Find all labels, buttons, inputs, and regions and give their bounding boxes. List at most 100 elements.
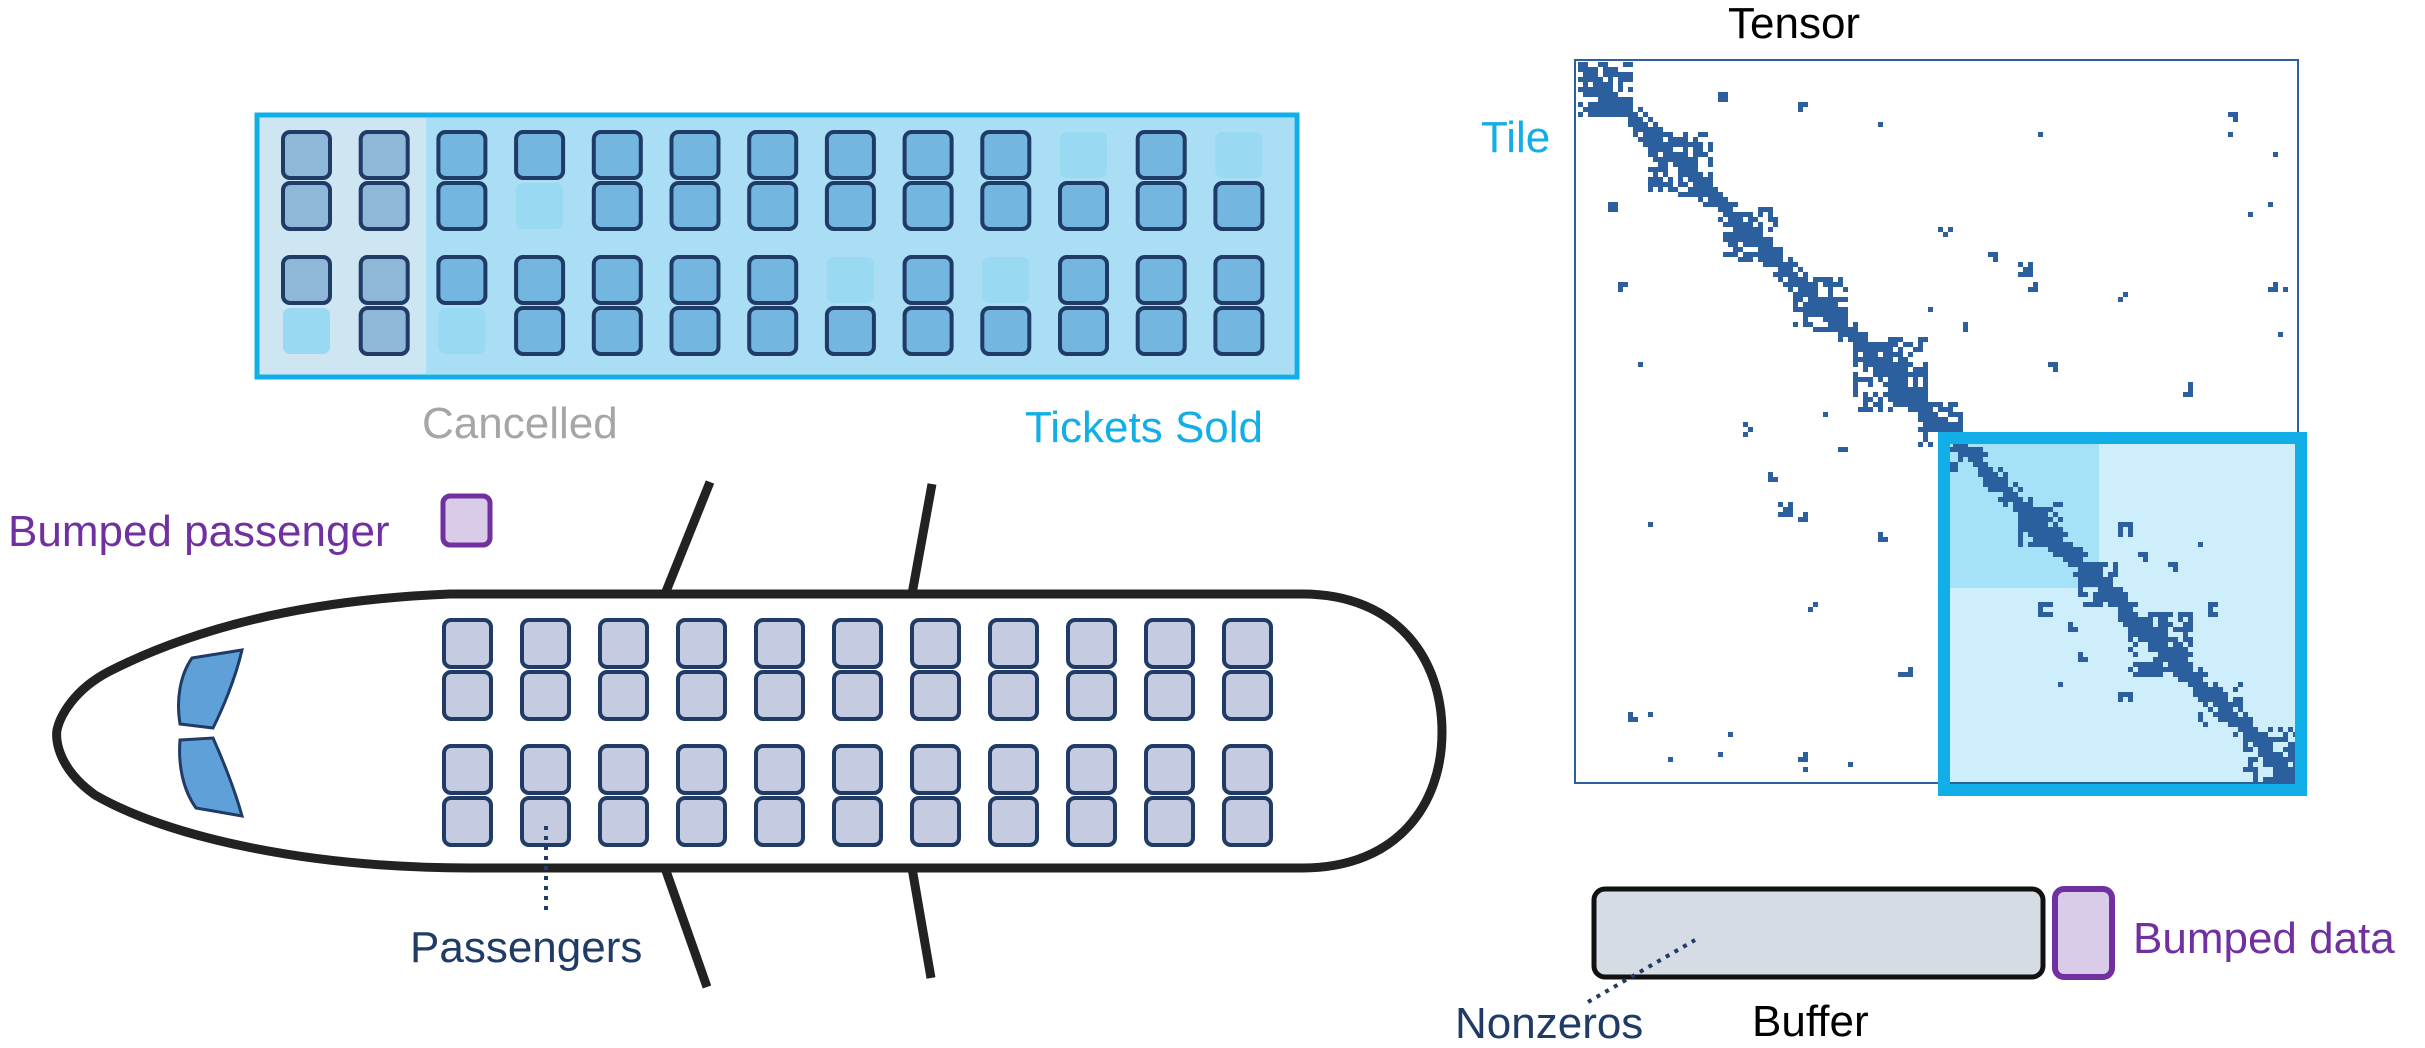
nonzero-cell [1608, 102, 1613, 107]
nonzero-cell [1928, 402, 1933, 407]
nonzero-cell [2183, 612, 2188, 617]
nonzero-cell [2158, 627, 2163, 632]
nonzero-cell [1723, 207, 1728, 212]
nonzero-cell [1953, 442, 1958, 447]
nonzero-cell [1838, 447, 1843, 452]
nonzero-cell [1813, 292, 1818, 297]
nonzero-cell [1873, 392, 1878, 397]
nonzero-cell [1593, 67, 1598, 72]
nonzero-cell [2268, 202, 2273, 207]
nonzero-cell [2073, 557, 2078, 562]
nonzero-cell [1868, 347, 1873, 352]
passenger-seat [1222, 796, 1273, 847]
ticket-seat [514, 306, 566, 356]
nonzero-cell [2058, 552, 2063, 557]
nonzero-cell [2198, 692, 2203, 697]
nonzero-cell [2073, 562, 2078, 567]
nonzero-cell [2188, 382, 2193, 387]
nonzero-cell [1603, 72, 1608, 77]
nonzero-cell [2203, 692, 2208, 697]
nonzero-cell [1888, 392, 1893, 397]
nonzero-cell [1803, 512, 1808, 517]
nonzero-cell [1803, 752, 1808, 757]
nonzero-cell [1658, 137, 1663, 142]
nonzero-cell [2173, 637, 2178, 642]
nonzero-cell [1663, 152, 1668, 157]
nonzero-cell [1783, 512, 1788, 517]
ticket-seat [902, 181, 954, 231]
nonzero-cell [1733, 252, 1738, 257]
nonzero-cell [1748, 252, 1753, 257]
nonzero-cell [2198, 697, 2203, 702]
nonzero-cell [1653, 167, 1658, 172]
nonzero-cell [1813, 312, 1818, 317]
nonzero-cell [1768, 472, 1773, 477]
nonzero-cell [1768, 257, 1773, 262]
nonzero-cell [2183, 637, 2188, 642]
nonzero-cell [1778, 247, 1783, 252]
nonzero-cell [2133, 622, 2138, 627]
nonzero-cell [2148, 632, 2153, 637]
nonzero-cell [1738, 232, 1743, 237]
nonzero-cell [1583, 77, 1588, 82]
nonzero-cell [1828, 277, 1833, 282]
nonzero-cell [1718, 207, 1723, 212]
nonzero-cell [1768, 247, 1773, 252]
nonzero-cell [1703, 177, 1708, 182]
nonzero-cell [1628, 122, 1633, 127]
nonzero-cell [1908, 352, 1913, 357]
ticket-seat [1058, 306, 1109, 356]
nonzero-cell [1923, 362, 1928, 367]
nonzero-cell [1863, 332, 1868, 337]
nonzero-cell [1628, 62, 1633, 67]
nonzero-cell [1863, 352, 1868, 357]
nonzero-cell [2003, 497, 2008, 502]
nonzero-cell [2128, 532, 2133, 537]
nonzero-cell [1948, 402, 1953, 407]
nonzero-cell [2158, 647, 2163, 652]
nonzero-cell [1868, 342, 1873, 347]
nonzero-cell [1578, 62, 1583, 67]
nonzero-cell [1883, 367, 1888, 372]
nonzero-cell [1888, 362, 1893, 367]
nonzero-cell [1603, 102, 1608, 107]
nonzero-cell [1613, 102, 1618, 107]
passenger-seat [520, 618, 571, 669]
nonzero-cell [1593, 92, 1598, 97]
nonzero-cell [2138, 637, 2143, 642]
nonzero-cell [1773, 272, 1778, 277]
nonzero-cell [1978, 472, 1983, 477]
nonzero-cell [2268, 737, 2273, 742]
nonzero-cell [2183, 652, 2188, 657]
nonzero-cell [1628, 72, 1633, 77]
nonzero-cell [1688, 142, 1693, 147]
nonzero-cell [2248, 737, 2253, 742]
nonzero-cell [1733, 242, 1738, 247]
nonzero-cell [1643, 142, 1648, 147]
nonzero-cell [1668, 132, 1673, 137]
nonzero-cell [2013, 502, 2018, 507]
nonzero-cell [1908, 392, 1913, 397]
nonzero-cell [1648, 152, 1653, 157]
nonzero-cell [2153, 627, 2158, 632]
nonzero-cell [1898, 382, 1903, 387]
nonzero-cell [2273, 287, 2278, 292]
nonzero-cell [2178, 667, 2183, 672]
nonzero-cell [1963, 447, 1968, 452]
nonzero-cell [1758, 242, 1763, 247]
nonzero-cell [1908, 397, 1913, 402]
nonzero-cell [2018, 532, 2023, 537]
nonzero-cell [1953, 447, 1958, 452]
passenger-seat [1144, 796, 1195, 847]
nonzero-cell [1883, 357, 1888, 362]
nonzero-cell [2003, 477, 2008, 482]
nonzero-cell [1598, 87, 1603, 92]
nonzero-cell [2183, 632, 2188, 637]
nonzero-cell [1708, 177, 1713, 182]
nonzero-cell [1903, 672, 1908, 677]
nonzero-cell [1753, 217, 1758, 222]
nonzero-cell [1693, 152, 1698, 157]
nonzero-cell [1643, 112, 1648, 117]
nonzero-cell [1703, 132, 1708, 137]
cancelled-seat [358, 306, 410, 356]
